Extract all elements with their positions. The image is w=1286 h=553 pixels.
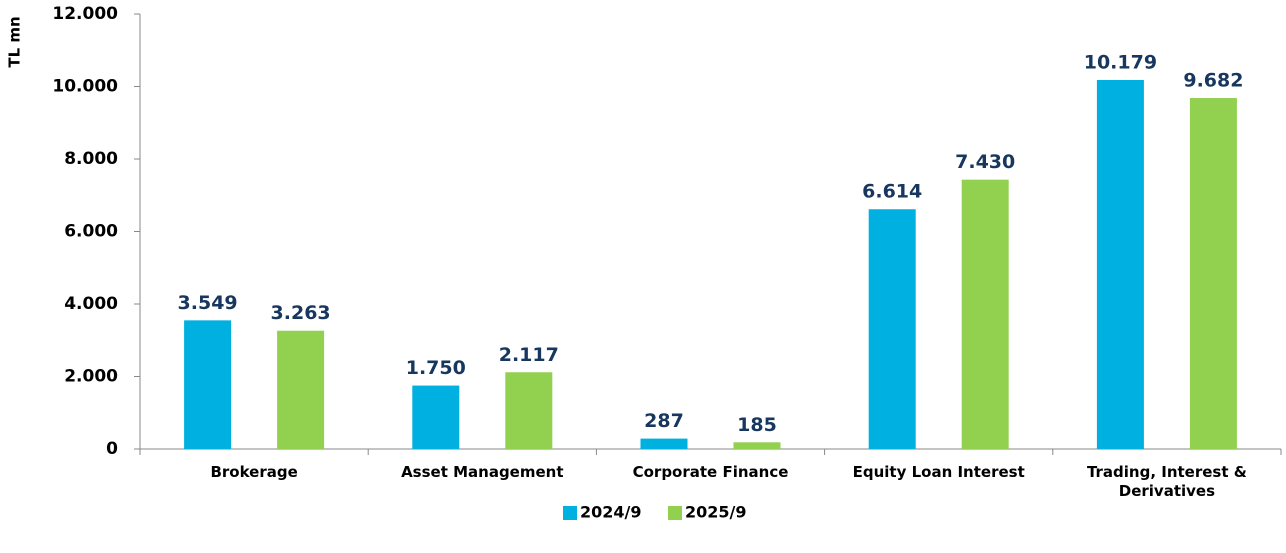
bar bbox=[1189, 98, 1237, 449]
bar bbox=[277, 330, 325, 449]
bar bbox=[868, 209, 916, 449]
y-tick-label: 0 bbox=[106, 439, 118, 459]
x-tick-label: Brokerage bbox=[210, 463, 298, 481]
y-tick-label: 10.000 bbox=[52, 77, 118, 97]
x-tick-label: Equity Loan Interest bbox=[852, 463, 1025, 481]
value-label: 7.430 bbox=[955, 151, 1015, 173]
value-label: 287 bbox=[644, 410, 684, 432]
value-label: 2.117 bbox=[499, 344, 559, 366]
bar bbox=[1096, 80, 1144, 449]
bar bbox=[412, 385, 460, 449]
y-tick-label: 12.000 bbox=[52, 4, 118, 24]
legend-label: 2025/9 bbox=[685, 503, 747, 522]
legend-swatch bbox=[668, 506, 682, 520]
bar bbox=[961, 179, 1009, 449]
value-label: 3.263 bbox=[271, 302, 331, 324]
bar bbox=[184, 320, 232, 449]
x-tick-label: Trading, Interest & Derivatives bbox=[1086, 463, 1247, 500]
bar bbox=[505, 372, 553, 449]
value-label: 10.179 bbox=[1084, 52, 1157, 74]
x-tick-label: Corporate Finance bbox=[632, 463, 789, 481]
bar bbox=[733, 442, 781, 449]
bar bbox=[640, 438, 688, 449]
legend-swatch bbox=[563, 506, 577, 520]
value-label: 6.614 bbox=[862, 181, 922, 203]
y-tick-label: 4.000 bbox=[64, 294, 118, 314]
y-axis-label: TL mn bbox=[6, 16, 24, 67]
value-label: 3.549 bbox=[178, 292, 238, 314]
y-tick-label: 6.000 bbox=[64, 222, 118, 242]
value-label: 9.682 bbox=[1183, 70, 1243, 92]
y-tick-label: 8.000 bbox=[64, 149, 118, 169]
legend-label: 2024/9 bbox=[580, 503, 642, 522]
y-tick-label: 2.000 bbox=[64, 367, 118, 387]
value-label: 185 bbox=[737, 414, 777, 436]
x-tick-label: Asset Management bbox=[401, 463, 564, 481]
value-label: 1.750 bbox=[406, 357, 466, 379]
